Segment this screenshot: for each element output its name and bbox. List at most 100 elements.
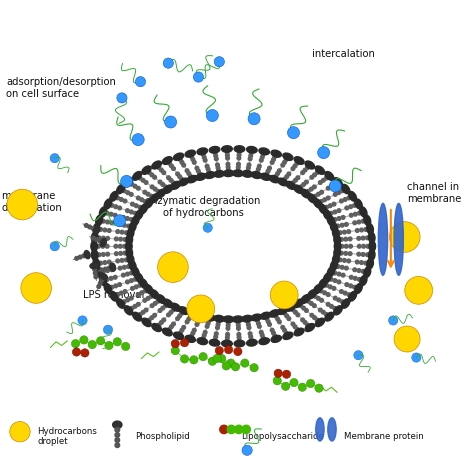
Circle shape bbox=[237, 336, 241, 339]
Circle shape bbox=[281, 163, 284, 167]
Ellipse shape bbox=[152, 324, 161, 331]
Ellipse shape bbox=[334, 247, 340, 258]
Ellipse shape bbox=[368, 250, 375, 260]
Circle shape bbox=[109, 212, 113, 216]
Ellipse shape bbox=[334, 178, 342, 187]
Circle shape bbox=[105, 211, 109, 215]
Circle shape bbox=[143, 299, 146, 302]
Circle shape bbox=[130, 182, 134, 186]
Circle shape bbox=[293, 164, 297, 168]
Circle shape bbox=[88, 225, 91, 229]
Circle shape bbox=[284, 331, 288, 335]
Circle shape bbox=[115, 428, 119, 432]
Circle shape bbox=[178, 158, 182, 161]
Circle shape bbox=[246, 320, 250, 324]
Circle shape bbox=[120, 175, 133, 187]
Circle shape bbox=[140, 198, 144, 201]
Circle shape bbox=[150, 173, 154, 177]
Circle shape bbox=[116, 293, 119, 297]
Ellipse shape bbox=[301, 189, 310, 198]
Circle shape bbox=[337, 191, 341, 194]
Ellipse shape bbox=[163, 328, 172, 336]
Text: Membrane protein: Membrane protein bbox=[344, 432, 423, 441]
Circle shape bbox=[242, 425, 250, 434]
Circle shape bbox=[132, 134, 144, 146]
Circle shape bbox=[129, 218, 133, 221]
Ellipse shape bbox=[171, 303, 181, 311]
Circle shape bbox=[99, 261, 102, 265]
Ellipse shape bbox=[196, 173, 206, 180]
Ellipse shape bbox=[150, 290, 159, 299]
Circle shape bbox=[171, 346, 180, 355]
Circle shape bbox=[116, 230, 119, 234]
Circle shape bbox=[178, 331, 182, 335]
Circle shape bbox=[167, 176, 171, 180]
Circle shape bbox=[138, 312, 142, 316]
Circle shape bbox=[94, 275, 98, 279]
Ellipse shape bbox=[308, 194, 316, 203]
Ellipse shape bbox=[233, 316, 243, 322]
Ellipse shape bbox=[328, 267, 335, 277]
Circle shape bbox=[282, 382, 290, 391]
Text: Lipopolysaccharide: Lipopolysaccharide bbox=[242, 432, 324, 441]
Circle shape bbox=[133, 304, 137, 308]
Ellipse shape bbox=[126, 241, 132, 252]
Circle shape bbox=[91, 227, 95, 230]
Circle shape bbox=[202, 333, 206, 337]
Circle shape bbox=[304, 309, 308, 312]
Ellipse shape bbox=[364, 267, 371, 277]
Circle shape bbox=[127, 224, 130, 228]
Circle shape bbox=[122, 265, 126, 269]
Circle shape bbox=[343, 198, 347, 201]
Circle shape bbox=[260, 155, 264, 159]
Circle shape bbox=[104, 267, 107, 271]
Ellipse shape bbox=[164, 185, 173, 193]
Ellipse shape bbox=[136, 210, 143, 219]
Ellipse shape bbox=[260, 173, 271, 180]
Circle shape bbox=[107, 260, 111, 264]
Circle shape bbox=[206, 109, 219, 121]
Circle shape bbox=[336, 264, 340, 268]
Ellipse shape bbox=[130, 174, 336, 319]
Ellipse shape bbox=[333, 228, 339, 238]
Circle shape bbox=[301, 318, 304, 322]
Circle shape bbox=[134, 277, 137, 281]
Circle shape bbox=[246, 166, 250, 170]
Ellipse shape bbox=[196, 312, 206, 319]
Circle shape bbox=[283, 311, 287, 315]
Circle shape bbox=[227, 359, 235, 367]
Circle shape bbox=[237, 156, 241, 160]
Circle shape bbox=[336, 224, 340, 228]
Circle shape bbox=[195, 322, 199, 326]
Circle shape bbox=[283, 177, 287, 181]
Circle shape bbox=[315, 384, 323, 392]
Circle shape bbox=[283, 328, 286, 332]
Circle shape bbox=[162, 171, 165, 174]
Circle shape bbox=[236, 320, 240, 324]
Circle shape bbox=[110, 203, 114, 207]
Circle shape bbox=[115, 438, 119, 442]
Ellipse shape bbox=[271, 336, 282, 342]
Ellipse shape bbox=[342, 299, 350, 308]
Circle shape bbox=[353, 268, 356, 272]
Circle shape bbox=[88, 340, 96, 349]
Ellipse shape bbox=[315, 166, 325, 174]
Circle shape bbox=[214, 332, 218, 336]
Ellipse shape bbox=[368, 232, 375, 243]
Circle shape bbox=[227, 425, 236, 434]
Circle shape bbox=[248, 113, 260, 125]
Circle shape bbox=[349, 245, 353, 248]
Ellipse shape bbox=[334, 306, 342, 315]
Circle shape bbox=[361, 253, 365, 256]
Circle shape bbox=[216, 163, 219, 167]
Ellipse shape bbox=[367, 224, 374, 234]
Circle shape bbox=[157, 323, 161, 327]
Ellipse shape bbox=[319, 279, 327, 289]
Circle shape bbox=[250, 364, 258, 372]
Circle shape bbox=[196, 169, 200, 173]
Circle shape bbox=[113, 275, 117, 279]
Circle shape bbox=[149, 194, 153, 198]
Ellipse shape bbox=[185, 150, 195, 157]
Circle shape bbox=[123, 290, 127, 293]
Ellipse shape bbox=[301, 295, 310, 303]
